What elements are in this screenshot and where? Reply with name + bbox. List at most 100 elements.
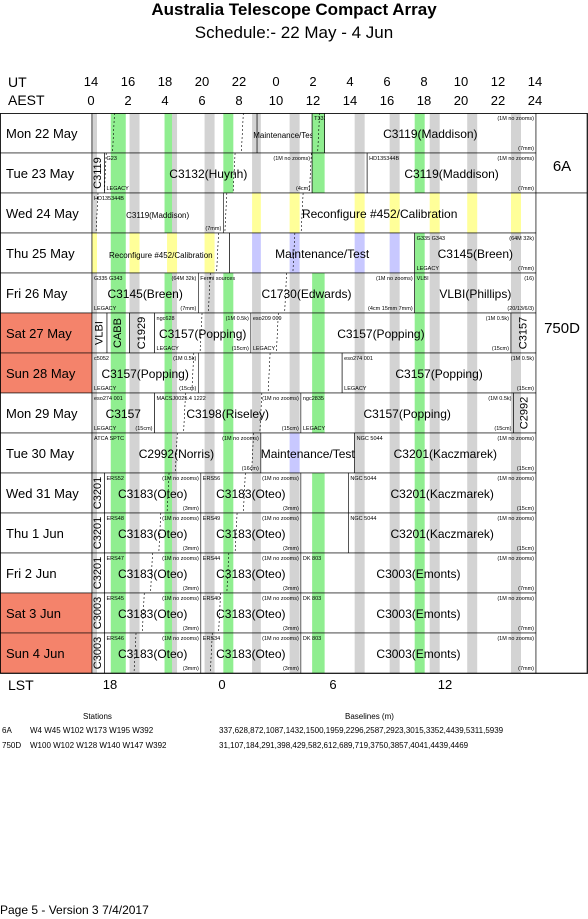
block-note: (1M 0.5k) — [173, 356, 196, 362]
block-note: (1M no zooms) — [497, 116, 534, 122]
green-stripe — [312, 593, 325, 633]
green-stripe — [312, 633, 325, 673]
green-stripe — [110, 433, 126, 473]
stations-750d: W100 W102 W128 W140 W147 W392 — [30, 741, 167, 750]
block-note: HD135344B — [94, 196, 124, 202]
block-note: ERS49 — [203, 516, 220, 522]
schedule-block: C3119(Maddison) HD135344B (7mm) — [91, 192, 224, 234]
aest-tick: 12 — [305, 93, 321, 108]
block-note: (1M no zooms) — [262, 476, 299, 482]
schedule-block: C3201(Kaczmarek) NGC 5044 (1M no zooms) (15… — [348, 472, 537, 514]
time-stripe — [204, 153, 215, 193]
schedule-block: C3132(Huynh) G23 (1M no zooms) LEGACY (4cm) — [104, 152, 313, 194]
project-label: Reconfigure #452/Calibration — [302, 207, 457, 221]
block-note: LEGACY — [94, 386, 117, 392]
block-bg — [92, 353, 199, 393]
time-stripe — [389, 513, 400, 553]
green-stripe — [110, 193, 126, 233]
time-stripe — [129, 273, 140, 313]
project-label: C3132(Huynh) — [169, 167, 247, 181]
time-stripe — [252, 193, 261, 233]
block-note: NGC 5044 — [357, 436, 383, 442]
time-stripe — [289, 273, 300, 313]
day-label-cell — [0, 472, 93, 514]
project-label: C3157(Popping) — [363, 407, 450, 421]
config-750d: 750D — [2, 741, 22, 750]
block-vertical-label: CABB — [112, 318, 124, 348]
schedule-block: C3183(Oteo) ERS40 (1M no zooms) (3mm) — [200, 592, 302, 634]
ut-tick: 4 — [346, 74, 354, 89]
project-label: Maintenance/Test — [253, 131, 316, 140]
day-label-cell — [0, 432, 93, 474]
time-stripe — [510, 513, 521, 553]
block-note: (15cm) — [492, 346, 509, 352]
block-note: VLBI — [417, 276, 429, 282]
time-stripe — [129, 513, 140, 553]
block-note: ERS48 — [107, 516, 124, 522]
day-label: Fri 26 May — [6, 286, 68, 301]
block-note: (7mm) — [518, 266, 534, 272]
time-stripe — [389, 193, 400, 233]
schedule-block: C3145(Breen) G335 G343 (64M 32k) LEGACY (7mm… — [91, 272, 199, 314]
green-stripe — [312, 393, 325, 433]
day-label: Tue 30 May — [6, 446, 75, 461]
block-note: (1M no zooms) — [262, 516, 299, 522]
time-stripe — [510, 593, 521, 633]
green-stripe — [414, 273, 425, 313]
time-stripe — [252, 393, 261, 433]
schedule-block: C1929 — [129, 312, 155, 354]
block-note: (4cm) — [296, 186, 310, 192]
green-stripe — [164, 353, 173, 393]
time-stripe — [354, 553, 365, 593]
project-label: C3183(Oteo) — [216, 647, 285, 661]
schedule-block: Maintenance/Test — [229, 232, 415, 274]
block-note: eso274 001 — [94, 396, 123, 402]
block-note: (7mm) — [180, 306, 196, 312]
project-label: C3119(Maddison) — [126, 211, 189, 220]
block-note: (1M no zooms) — [262, 396, 299, 402]
time-stripe — [354, 433, 365, 473]
day-label: Wed 31 May — [6, 486, 79, 501]
time-stripe — [129, 193, 140, 233]
day-label-cell — [0, 592, 93, 634]
time-stripe — [252, 553, 261, 593]
time-stripe — [289, 393, 300, 433]
green-stripe — [414, 473, 425, 513]
time-stripe — [92, 353, 98, 393]
green-stripe — [223, 153, 234, 193]
block-vertical-label: C3201 — [92, 557, 104, 589]
time-stripe — [204, 473, 215, 513]
block-bg — [257, 113, 313, 153]
lst-line — [243, 472, 246, 514]
lst-tick: 6 — [329, 677, 337, 692]
page-footer: Page 5 - Version 3 7/4/2017 — [0, 903, 149, 917]
block-note: ERS46 — [107, 636, 124, 642]
block-note: (15cm) — [517, 386, 534, 392]
block-note: (1M no zooms) — [262, 636, 299, 642]
block-note: (4cm 15mm 7mm) — [368, 306, 413, 312]
project-label: C3183(Oteo) — [216, 567, 285, 581]
green-stripe — [414, 513, 425, 553]
schedule-block: C3157 — [510, 312, 537, 354]
block-note: LEGACY — [253, 346, 276, 352]
lst-line — [210, 632, 213, 674]
time-stripe — [289, 553, 300, 593]
green-stripe — [414, 553, 425, 593]
time-stripe — [429, 593, 440, 633]
stations-header: Stations — [83, 712, 112, 721]
baselines-header: Baselines (m) — [345, 712, 394, 721]
lst-line — [166, 472, 170, 514]
schedule-block — [300, 512, 349, 554]
day-label-cell — [0, 552, 93, 594]
block-bg — [348, 513, 536, 553]
green-stripe — [110, 273, 126, 313]
time-stripe — [467, 393, 478, 433]
block-note: (20/13/6/3) — [507, 306, 534, 312]
block-vertical-label: VLBI — [93, 321, 105, 345]
lst-line — [183, 392, 186, 434]
ut-tick: 10 — [453, 74, 469, 89]
lst-line — [251, 432, 254, 474]
block-note: eso209 009 — [253, 316, 282, 322]
block-vertical-label: C1929 — [136, 317, 148, 349]
schedule-block: C3003(Emonts) DK 803 (1M no zooms) (7mm) — [300, 552, 537, 594]
